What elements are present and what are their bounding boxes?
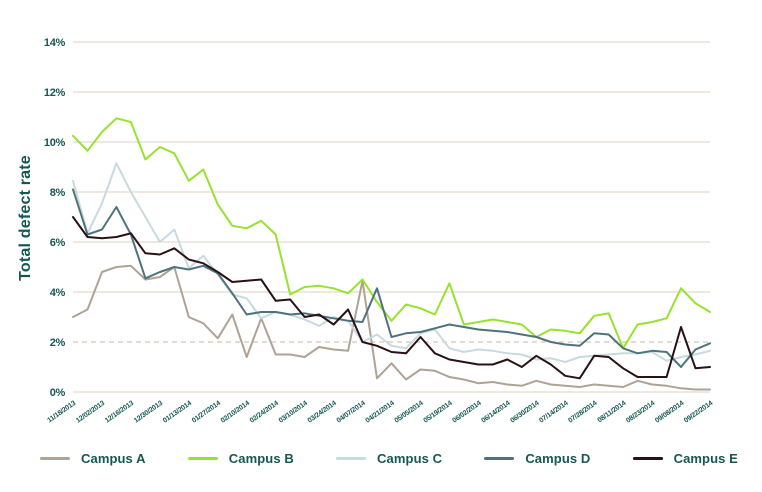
x-tick-label: 05/19/2014 bbox=[422, 400, 453, 425]
x-tick-label: 06/30/2014 bbox=[509, 400, 540, 425]
x-tick-label: 09/08/2014 bbox=[654, 400, 685, 425]
x-tick-label: 04/07/2014 bbox=[336, 400, 367, 425]
legend-swatch bbox=[187, 456, 218, 460]
series-line-campus-c bbox=[72, 162, 711, 363]
x-tick-label: 02/24/2014 bbox=[249, 400, 280, 425]
y-tick-label: 8% bbox=[50, 187, 66, 199]
legend-item-campus-c: Campus C bbox=[336, 451, 442, 466]
y-tick-label: 14% bbox=[44, 37, 66, 49]
y-tick-label: 2% bbox=[50, 337, 66, 349]
legend-swatch bbox=[336, 456, 367, 460]
x-tick-label: 07/14/2014 bbox=[538, 400, 569, 425]
y-axis-title: Total defect rate bbox=[17, 155, 34, 281]
x-tick-label: 12/30/2013 bbox=[133, 400, 164, 425]
x-tick-label: 07/28/2014 bbox=[567, 400, 598, 425]
x-tick-label: 11/18/2013 bbox=[46, 400, 77, 425]
legend-item-campus-e: Campus E bbox=[632, 450, 738, 466]
x-tick-label: 08/11/2014 bbox=[597, 400, 628, 425]
x-tick-label: 06/02/2014 bbox=[451, 400, 482, 425]
x-tick-label: 03/24/2014 bbox=[307, 400, 338, 425]
legend: Campus A Campus B Campus C Campus D Campus E bbox=[0, 446, 762, 470]
legend-swatch bbox=[40, 456, 70, 460]
x-tick-label: 12/02/2013 bbox=[75, 400, 106, 425]
x-tick-label: 03/10/2014 bbox=[278, 400, 309, 425]
x-tick-label: 06/14/2014 bbox=[480, 400, 511, 425]
legend-label: Campus B bbox=[228, 450, 294, 466]
x-tick-label: 12/16/2013 bbox=[104, 400, 135, 425]
legend-item-campus-d: Campus D bbox=[484, 451, 590, 466]
y-tick-label: 0% bbox=[50, 387, 66, 399]
y-tick-label: 12% bbox=[44, 87, 66, 99]
x-tick-label: 05/05/2014 bbox=[394, 400, 425, 425]
legend-label: Campus A bbox=[81, 450, 146, 466]
x-tick-label: 01/27/2014 bbox=[191, 400, 222, 425]
x-tick-label: 02/10/2014 bbox=[220, 400, 251, 425]
y-tick-label: 4% bbox=[50, 287, 66, 299]
legend-item-campus-a: Campus A bbox=[40, 451, 146, 466]
legend-label: Campus C bbox=[377, 450, 443, 466]
x-tick-label: 04/21/2014 bbox=[365, 400, 396, 425]
x-tick-label: 01/13/2014 bbox=[162, 400, 193, 425]
x-tick-label: 08/23/2014 bbox=[625, 400, 656, 425]
legend-swatch bbox=[484, 456, 515, 460]
legend-swatch bbox=[632, 456, 663, 460]
series-line-campus-b bbox=[72, 117, 711, 350]
series-line-campus-a bbox=[72, 264, 711, 391]
series-line-campus-e bbox=[72, 216, 711, 380]
line-plot-area: 0%2%4%6%8%10%12%14%11/18/201312/02/20131… bbox=[44, 37, 715, 425]
legend-item-campus-b: Campus B bbox=[187, 450, 294, 466]
y-tick-label: 6% bbox=[50, 237, 66, 249]
y-tick-label: 10% bbox=[44, 137, 66, 149]
legend-label: Campus D bbox=[525, 450, 591, 466]
series-line-campus-d bbox=[72, 188, 711, 368]
legend-label: Campus E bbox=[673, 450, 738, 466]
x-tick-label: 09/22/2014 bbox=[683, 400, 714, 425]
